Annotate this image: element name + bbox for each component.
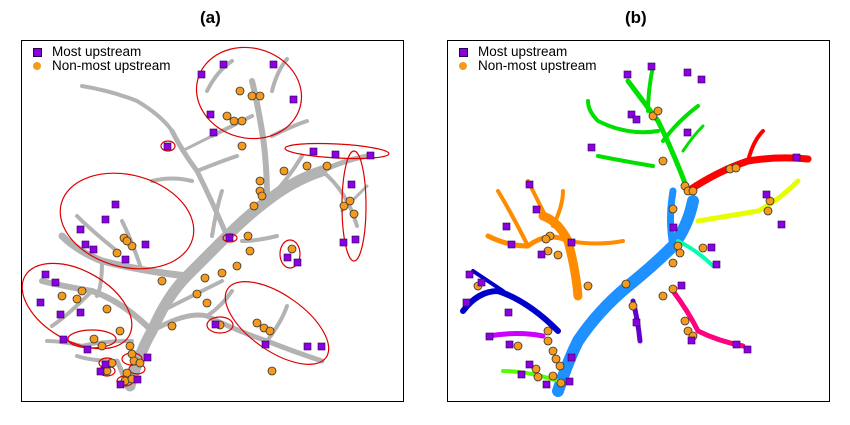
legend-item-non-most-upstream: Non-most upstream: [456, 59, 597, 73]
node-markers: [462, 62, 801, 389]
most-upstream-nodes: [462, 62, 801, 389]
colored-subnetworks: [460, 64, 812, 397]
purple-square-icon: [30, 45, 44, 59]
node-markers: [36, 60, 375, 389]
subnetwork-pink: [670, 288, 746, 349]
orange-circle-icon: [30, 59, 44, 73]
non-most-upstream-nodes: [57, 86, 359, 386]
panel-b: Most upstream Non-most upstream: [447, 40, 830, 402]
cluster-ellipses: [22, 46, 390, 387]
legend-label: Most upstream: [52, 44, 142, 59]
legend-item-most-upstream: Most upstream: [30, 45, 171, 59]
panel-b-plot: [460, 62, 812, 397]
panel-b-title: (b): [625, 8, 647, 27]
subnetwork-purple: [485, 331, 546, 339]
purple-square-icon: [456, 45, 470, 59]
panel-a-legend: Most upstream Non-most upstream: [30, 45, 171, 73]
orange-circle-icon: [456, 59, 470, 73]
subnetwork-blue-tributary: [667, 187, 677, 250]
panel-a-plot: [22, 46, 390, 392]
subnetwork-darkblue: [460, 288, 561, 334]
legend-item-non-most-upstream: Non-most upstream: [30, 59, 171, 73]
legend-label: Most upstream: [478, 44, 568, 59]
panel-b-legend: Most upstream Non-most upstream: [456, 45, 597, 73]
subnetwork-yellow: [695, 178, 801, 224]
legend-label: Non-most upstream: [52, 58, 171, 73]
legend-label: Non-most upstream: [478, 58, 597, 73]
legend-item-most-upstream: Most upstream: [456, 45, 597, 59]
panel-a: Most upstream Non-most upstream: [21, 40, 404, 402]
most-upstream-nodes: [36, 60, 375, 389]
subnetwork-green: [625, 78, 691, 194]
subnetwork-teal: [676, 239, 715, 268]
panel-a-title: (a): [200, 8, 221, 27]
